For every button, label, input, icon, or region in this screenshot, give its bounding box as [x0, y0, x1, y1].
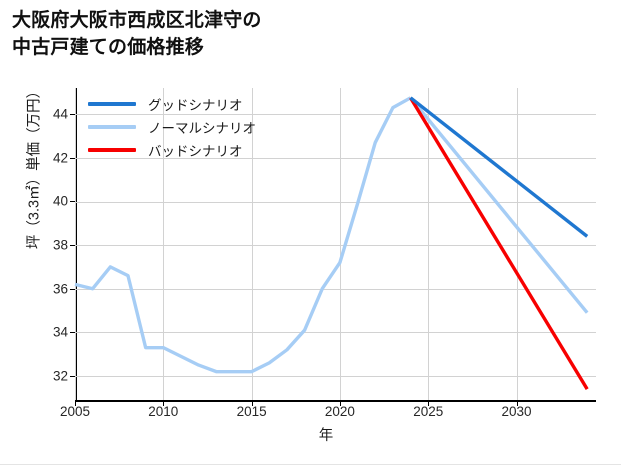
series-lines: [74, 96, 589, 390]
gridline-horizontal: [75, 157, 596, 159]
gridline-horizontal: [75, 114, 596, 116]
gridline-horizontal: [75, 332, 596, 334]
x-tick-mark: [75, 401, 76, 406]
gridline-vertical: [75, 88, 76, 400]
y-tick-label: 32: [52, 368, 68, 384]
x-tick-mark: [516, 401, 518, 406]
legend-label: ノーマルシナリオ: [148, 120, 256, 136]
legend-item-good[interactable]: グッドシナリオ: [88, 92, 308, 115]
x-tick-label: 2005: [59, 404, 91, 419]
gridline-horizontal: [75, 201, 596, 203]
gridline-horizontal: [75, 288, 596, 290]
x-axis-line: [75, 400, 596, 402]
plot-area: [74, 88, 596, 400]
y-tick-label: 34: [52, 324, 68, 340]
legend-label: バッドシナリオ: [148, 143, 243, 159]
gridline-horizontal: [75, 376, 596, 377]
y-axis-label: 坪（3.3㎡）単価（万円）: [26, 83, 43, 250]
chart-legend: グッドシナリオ ノーマルシナリオ バッドシナリオ: [88, 92, 308, 161]
series-line-normal: [409, 96, 589, 314]
y-axis-line: [75, 88, 77, 401]
legend-swatch-normal: [88, 124, 136, 129]
gridline-vertical: [428, 88, 430, 400]
page-title: 大阪府大阪市西成区北津守の 中古戸建ての価格推移: [12, 10, 262, 58]
legend-label: グッドシナリオ: [148, 97, 243, 113]
x-tick-label: 2025: [413, 404, 444, 419]
gridline-vertical: [516, 88, 518, 400]
x-tick-mark: [339, 401, 341, 406]
gridline-horizontal: [75, 245, 596, 247]
x-tick-mark: [251, 401, 253, 406]
legend-item-normal[interactable]: ノーマルシナリオ: [88, 115, 308, 138]
x-tick-label: 2015: [236, 404, 267, 419]
x-tick-label: 2010: [148, 404, 179, 419]
series-line-bad: [409, 96, 589, 390]
x-tick-label: 2030: [501, 404, 532, 419]
series-line-historical: [74, 96, 412, 374]
legend-swatch-bad: [88, 147, 136, 152]
gridline-vertical: [251, 88, 253, 400]
gridline-vertical: [339, 88, 341, 400]
legend-item-bad[interactable]: バッドシナリオ: [88, 138, 308, 161]
legend-swatch-good: [88, 101, 136, 106]
series-line-good: [409, 96, 589, 238]
gridline-vertical: [163, 88, 165, 400]
x-tick-mark: [428, 401, 430, 406]
x-axis-label: 年: [318, 428, 334, 444]
x-tick-mark: [163, 401, 165, 406]
x-tick-label: 2020: [324, 404, 355, 419]
